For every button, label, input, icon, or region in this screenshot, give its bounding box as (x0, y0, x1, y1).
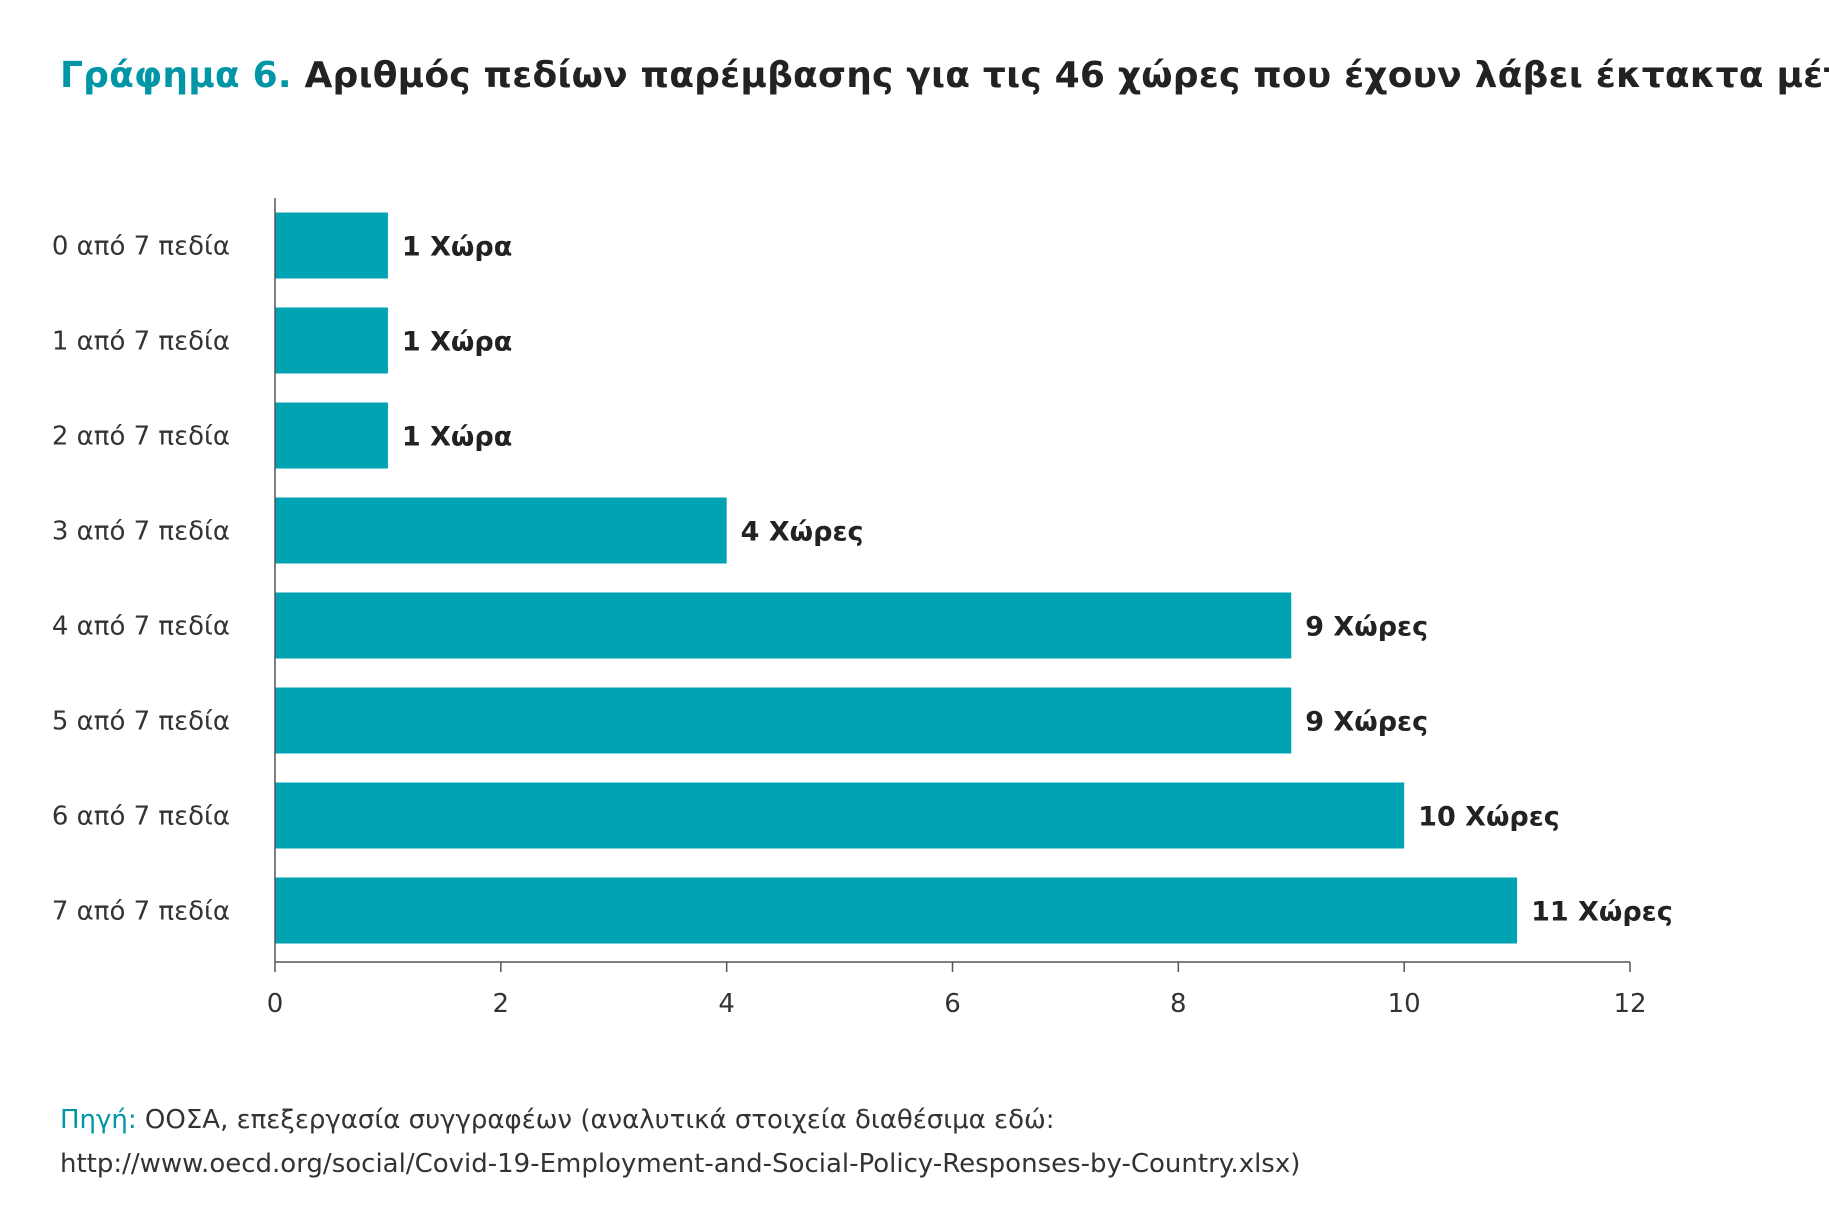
bar (275, 212, 388, 279)
category-label: 5 από 7 πεδία (52, 707, 230, 737)
data-label: 1 Χώρα (402, 422, 512, 453)
source-prefix: Πηγή: (60, 1105, 137, 1135)
source-line-1: Πηγή: ΟΟΣΑ, επεξεργασία συγγραφέων (αναλ… (60, 1098, 1300, 1142)
x-tick-label: 10 (1388, 989, 1421, 1019)
x-tick-label: 2 (493, 989, 510, 1019)
category-label: 7 από 7 πεδία (52, 897, 230, 927)
data-label: 1 Χώρα (402, 327, 512, 358)
category-label: 1 από 7 πεδία (52, 327, 230, 357)
source-note: Πηγή: ΟΟΣΑ, επεξεργασία συγγραφέων (αναλ… (60, 1098, 1300, 1186)
bar (275, 877, 1518, 944)
category-label: 3 από 7 πεδία (52, 517, 230, 547)
data-label: 11 Χώρες (1531, 897, 1673, 928)
bar (275, 497, 727, 564)
data-label: 9 Χώρες (1305, 707, 1428, 738)
x-tick-label: 6 (944, 989, 961, 1019)
bar (275, 307, 388, 374)
data-label: 4 Χώρες (741, 517, 864, 548)
data-label: 9 Χώρες (1305, 612, 1428, 643)
x-tick-label: 4 (718, 989, 735, 1019)
bar (275, 402, 388, 469)
x-tick-label: 0 (267, 989, 284, 1019)
source-text: ΟΟΣΑ, επεξεργασία συγγραφέων (αναλυτικά … (144, 1105, 1055, 1135)
bar (275, 782, 1405, 849)
x-tick-label: 12 (1613, 989, 1646, 1019)
chart-title-text: Αριθμός πεδίων παρέμβασης για τις 46 χώρ… (304, 55, 1829, 96)
chart-title: Γράφημα 6. Αριθμός πεδίων παρέμβασης για… (60, 55, 1829, 96)
bar (275, 687, 1292, 754)
source-url: http://www.oecd.org/social/Covid-19-Empl… (60, 1149, 1301, 1179)
category-label: 2 από 7 πεδία (52, 422, 230, 452)
x-tick-label: 8 (1170, 989, 1187, 1019)
bar (275, 592, 1292, 659)
category-label: 4 από 7 πεδία (52, 612, 230, 642)
data-label: 10 Χώρες (1418, 802, 1560, 833)
chart-title-prefix: Γράφημα 6. (60, 55, 292, 96)
category-label: 6 από 7 πεδία (52, 802, 230, 832)
data-label: 1 Χώρα (402, 232, 512, 263)
category-label: 0 από 7 πεδία (52, 232, 230, 262)
